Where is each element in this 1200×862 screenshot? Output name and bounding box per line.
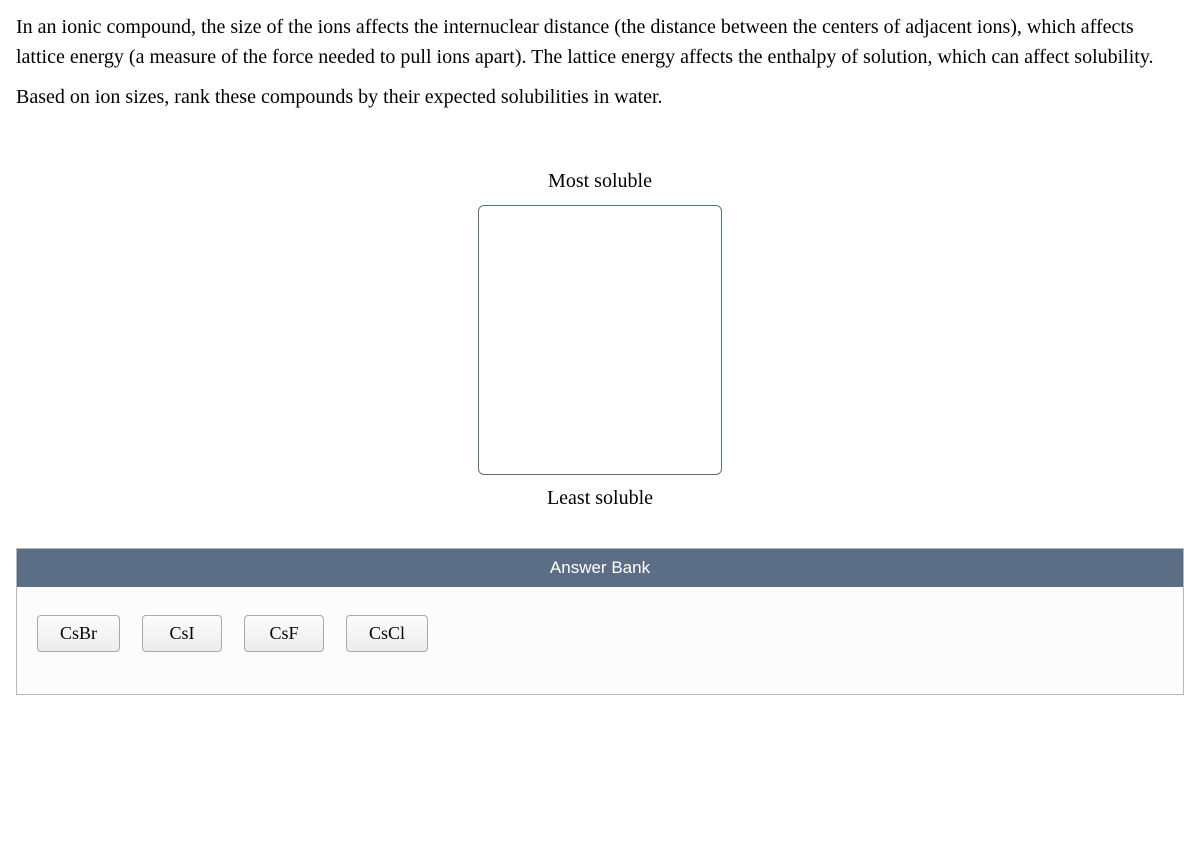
ranking-area: Most soluble Least soluble (16, 162, 1184, 518)
question-paragraph-1: In an ionic compound, the size of the io… (16, 12, 1184, 72)
answer-bank: Answer Bank CsBr CsI CsF CsCl (16, 548, 1184, 695)
ranking-drop-zone[interactable] (478, 205, 722, 475)
rank-label-top: Most soluble (548, 170, 652, 193)
question-text: In an ionic compound, the size of the io… (16, 12, 1184, 112)
answer-chip-csbr[interactable]: CsBr (37, 615, 120, 652)
answer-bank-header: Answer Bank (17, 549, 1183, 587)
answer-chip-csf[interactable]: CsF (244, 615, 324, 652)
answer-bank-items: CsBr CsI CsF CsCl (17, 587, 1183, 694)
question-paragraph-2: Based on ion sizes, rank these compounds… (16, 82, 1184, 112)
answer-chip-csi[interactable]: CsI (142, 615, 222, 652)
answer-chip-cscl[interactable]: CsCl (346, 615, 428, 652)
rank-label-bottom: Least soluble (547, 487, 653, 510)
